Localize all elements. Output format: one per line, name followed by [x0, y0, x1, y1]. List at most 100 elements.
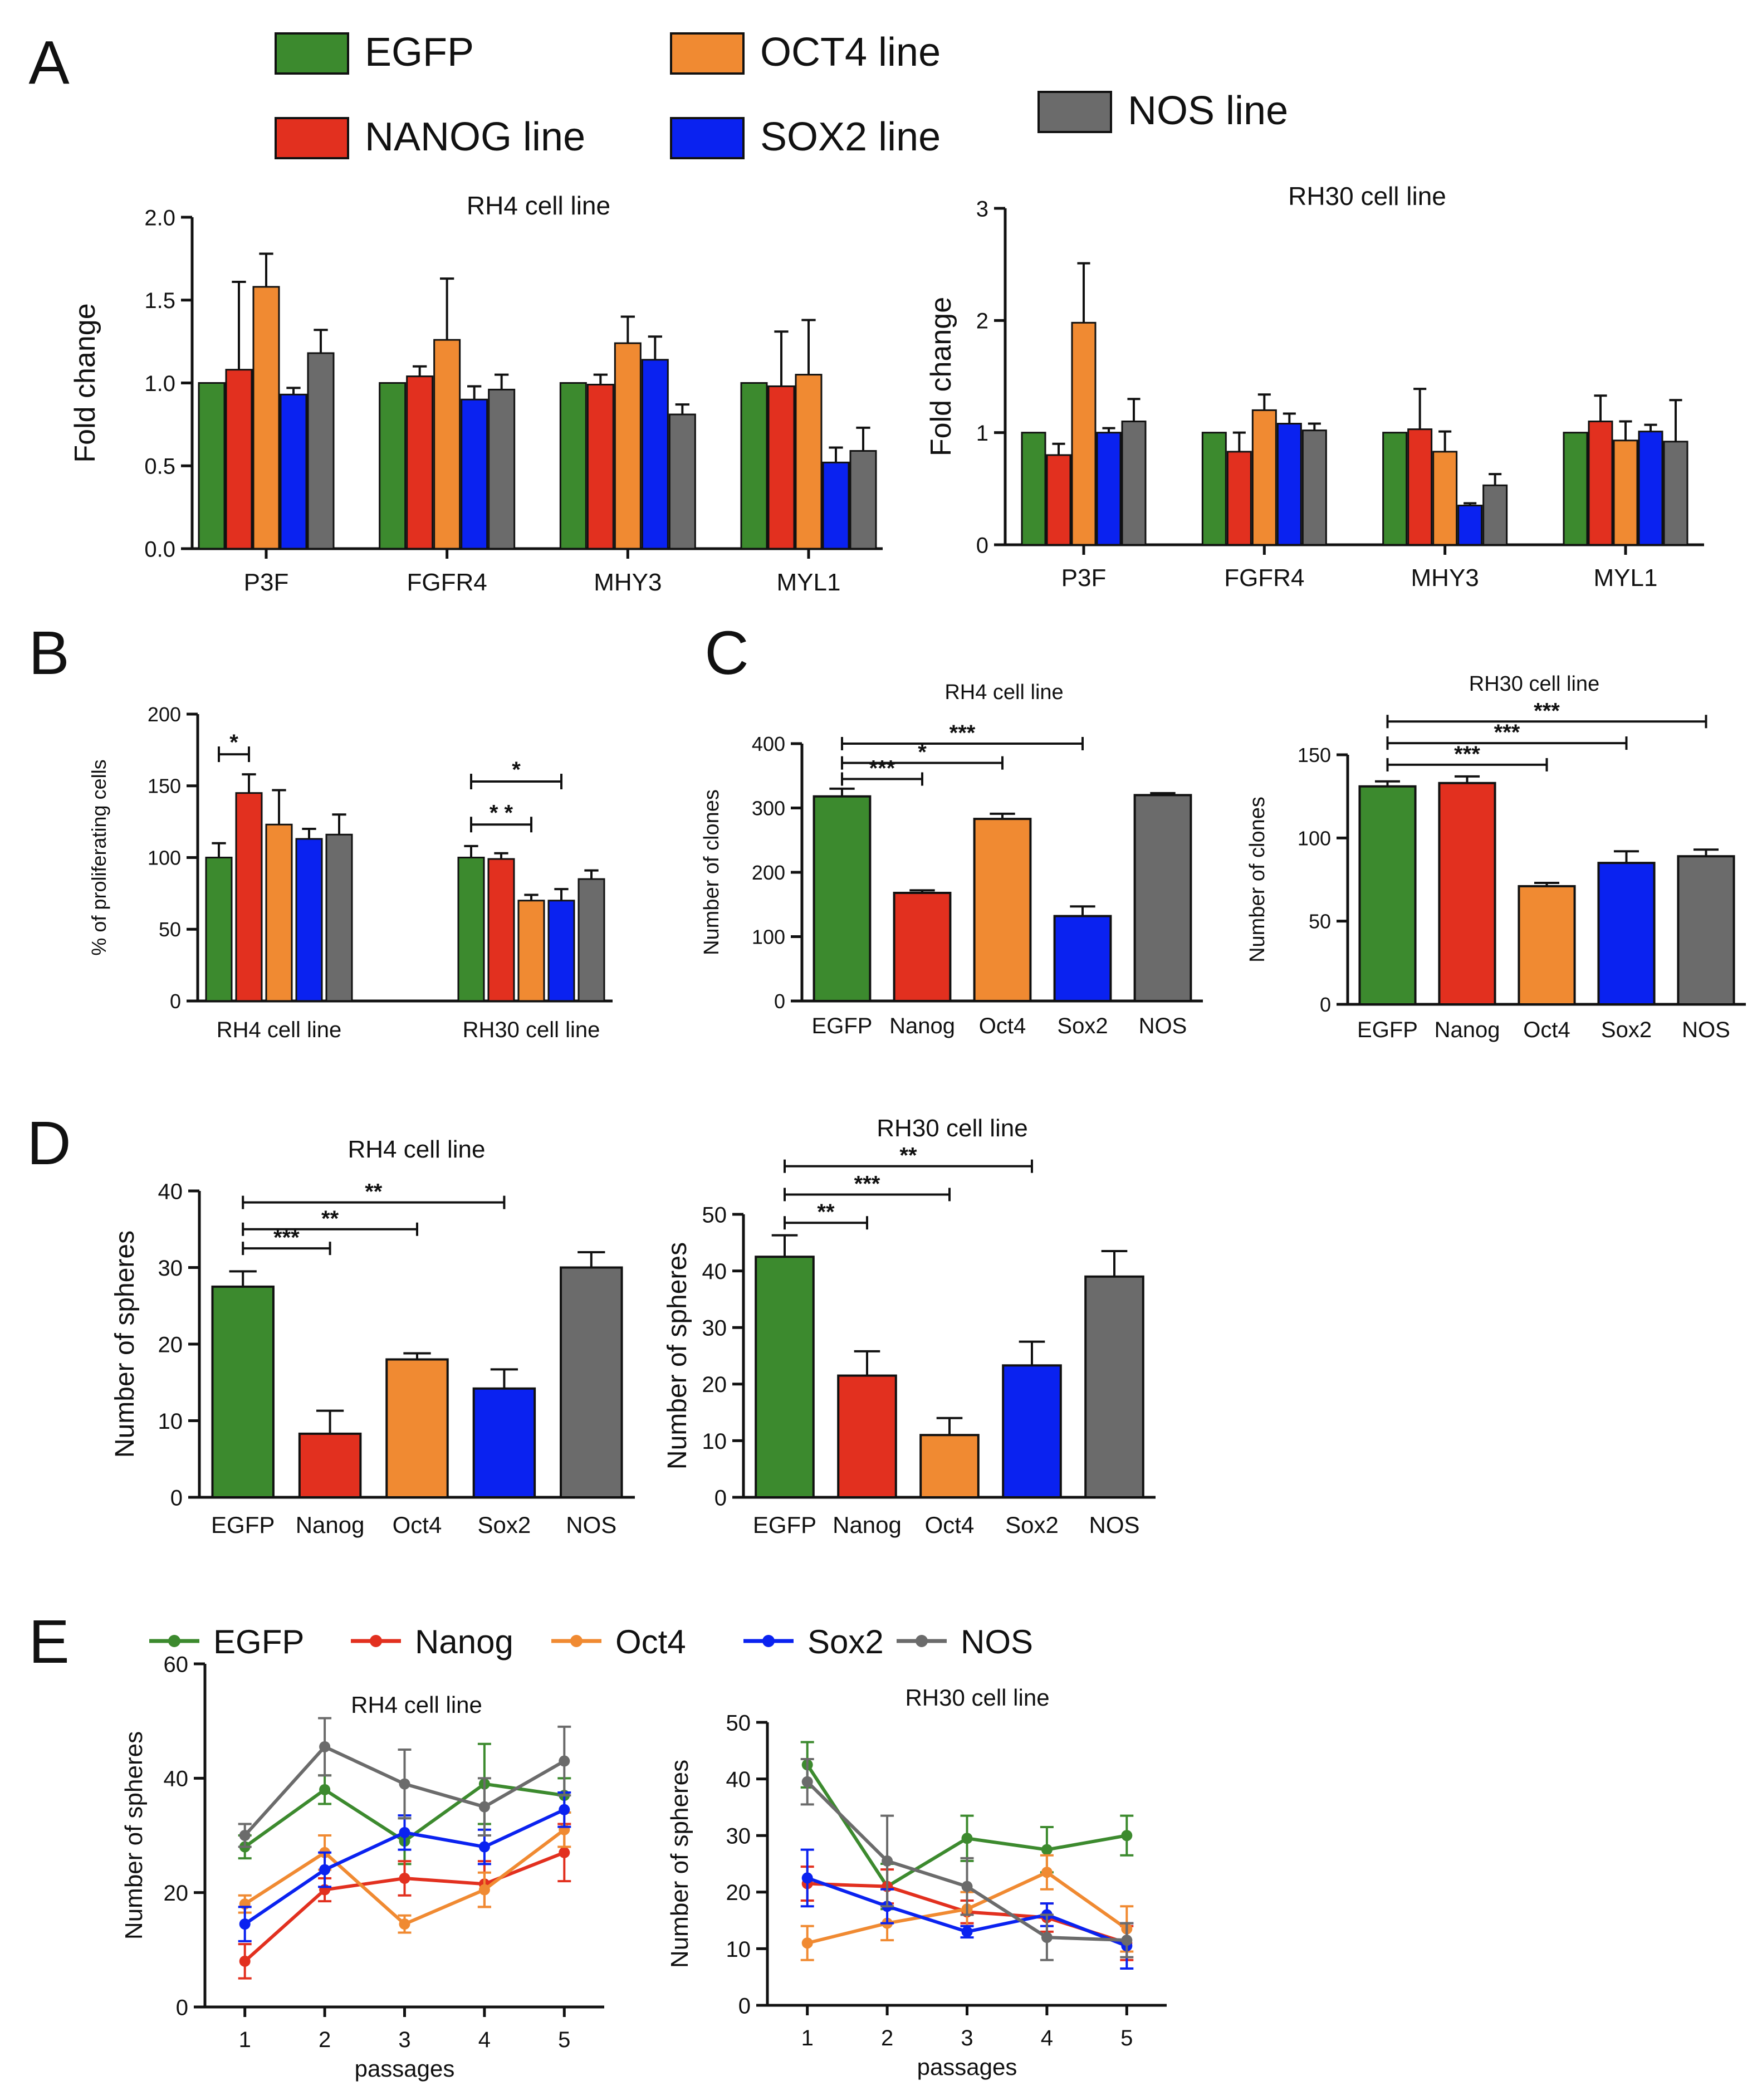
chart-title: RH30 cell line — [905, 1684, 1049, 1711]
line-point-sox2 — [399, 1826, 410, 1838]
y-tick-label: 400 — [752, 732, 785, 755]
bar-nanog — [235, 792, 263, 1002]
x-category-label: Nanog — [296, 1512, 365, 1538]
bar-egfp — [813, 795, 872, 1002]
x-category-label: NOS — [1089, 1512, 1139, 1538]
bar-nos — [849, 450, 877, 550]
y-tick-label: 300 — [752, 797, 785, 819]
legend-swatch-sox2 — [670, 117, 745, 159]
bar-sox2 — [1597, 862, 1656, 1005]
y-tick-label: 1.5 — [144, 289, 175, 313]
y-tick-label: 0 — [1320, 993, 1331, 1016]
x-category-label: Sox2 — [478, 1512, 531, 1538]
bar-egfp — [740, 382, 768, 550]
bar-oct4 — [1071, 321, 1097, 546]
bar-oct4 — [385, 1358, 449, 1498]
y-tick-label: 0 — [170, 1486, 183, 1510]
bar-sox2 — [280, 393, 307, 550]
legend-swatch-nos — [1037, 91, 1112, 133]
panel-label: D — [27, 1109, 71, 1178]
x-category-label: Oct4 — [393, 1512, 442, 1538]
legend-marker-nanog — [370, 1635, 382, 1647]
bar-egfp — [1021, 432, 1046, 546]
y-tick-label: 40 — [164, 1767, 189, 1791]
y-tick-label: 10 — [702, 1429, 727, 1454]
significance-label: *** — [1494, 720, 1520, 745]
legend-marker-nos — [916, 1635, 928, 1647]
y-tick-label: 150 — [1298, 744, 1331, 766]
chart-title: RH30 cell line — [1288, 182, 1446, 211]
legend-label: EGFP — [213, 1623, 304, 1661]
bar-nanog — [1046, 454, 1071, 546]
bar-nanog — [1226, 451, 1252, 546]
legend-marker-egfp — [168, 1635, 180, 1647]
bar-nanog — [1588, 421, 1613, 546]
bar-nos — [488, 388, 516, 550]
chart-title: RH4 cell line — [351, 1692, 482, 1718]
legend-swatch-oct4 — [670, 32, 745, 75]
line-point-nos — [399, 1778, 410, 1790]
y-tick-label: 50 — [159, 918, 181, 941]
line-point-sox2 — [478, 1841, 490, 1853]
y-tick-label: 20 — [164, 1881, 189, 1906]
bar-sox2 — [547, 900, 575, 1002]
bar-oct4 — [1432, 451, 1458, 546]
line-point-sox2 — [801, 1872, 813, 1884]
x-tick-label: 4 — [1041, 2026, 1053, 2050]
line-point-sox2 — [319, 1864, 331, 1876]
line-point-nos — [478, 1801, 490, 1813]
y-tick-label: 20 — [158, 1332, 183, 1357]
y-axis-label: Number of clones — [1246, 797, 1269, 963]
legend-swatch-egfp — [275, 32, 349, 75]
significance-label: *** — [1454, 742, 1480, 766]
y-tick-label: 150 — [148, 775, 181, 798]
significance-label: *** — [949, 721, 976, 745]
y-tick-label: 10 — [726, 1937, 751, 1962]
bar-nos — [560, 1266, 623, 1498]
y-axis-label: Number of spheres — [663, 1242, 692, 1469]
y-tick-label: 30 — [158, 1256, 183, 1281]
significance-label: *** — [854, 1171, 880, 1196]
chart-title: RH4 cell line — [467, 191, 610, 220]
bar-egfp — [1201, 432, 1227, 546]
y-tick-label: 100 — [1298, 827, 1331, 849]
chart-title: RH4 cell line — [944, 681, 1063, 704]
line-point-nos — [559, 1755, 570, 1767]
x-category-label: EGFP — [753, 1512, 816, 1538]
bar-egfp — [379, 382, 407, 550]
line-point-sox2 — [239, 1918, 251, 1930]
x-tick-label: 1 — [801, 2026, 814, 2050]
bar-nanog — [487, 858, 515, 1002]
x-axis-label: passages — [355, 2055, 455, 2082]
x-category-label: NOS — [1682, 1018, 1730, 1042]
x-category-label: EGFP — [1357, 1018, 1418, 1042]
bar-egfp — [755, 1256, 815, 1498]
line-point-nos — [1121, 1935, 1133, 1946]
x-tick-label: 3 — [961, 2026, 973, 2050]
legend-label: NOS line — [1128, 89, 1288, 133]
x-category-label: Sox2 — [1005, 1512, 1059, 1538]
line-point-sox2 — [559, 1804, 570, 1815]
line-point-nos — [319, 1741, 331, 1752]
bar-oct4 — [795, 374, 823, 550]
legend-label: OCT4 line — [760, 30, 941, 75]
bar-nos — [1121, 421, 1147, 546]
y-tick-label: 100 — [148, 846, 181, 869]
x-category-label: MYL1 — [1594, 564, 1658, 592]
legend-label: Sox2 — [807, 1623, 884, 1661]
bar-sox2 — [461, 398, 488, 550]
x-category-label: NOS — [1139, 1014, 1187, 1038]
bar-egfp — [457, 857, 485, 1002]
legend-label: SOX2 line — [760, 115, 941, 159]
y-tick-label: 30 — [702, 1316, 727, 1341]
y-axis-label: Number of clones — [700, 789, 723, 955]
significance-label: * — [918, 740, 927, 765]
y-tick-label: 1.0 — [144, 372, 175, 396]
line-point-nos — [239, 1830, 251, 1841]
bar-sox2 — [1096, 432, 1122, 546]
x-category-label: RH30 cell line — [463, 1018, 600, 1042]
legend-label: Nanog — [415, 1623, 513, 1661]
bar-sox2 — [1053, 915, 1112, 1003]
significance-label: * * — [490, 800, 513, 825]
x-tick-label: 4 — [478, 2028, 491, 2052]
